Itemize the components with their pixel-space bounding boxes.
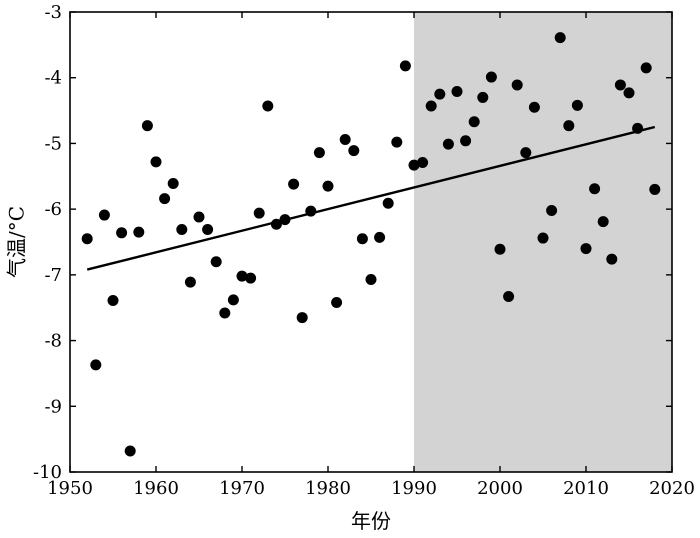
data-point: [408, 159, 420, 171]
x-tick-label: 1960: [133, 478, 179, 499]
data-point: [494, 243, 506, 255]
data-point: [141, 120, 153, 132]
x-axis-label: 年份: [351, 509, 391, 533]
data-point: [81, 233, 93, 245]
data-points: [81, 32, 661, 457]
x-tick-label: 2010: [563, 478, 609, 499]
y-tick-label: -9: [44, 396, 62, 417]
data-point: [262, 100, 274, 112]
data-point: [167, 178, 179, 190]
data-point: [116, 227, 128, 239]
data-point: [417, 156, 429, 168]
y-axis-ticks: -10 -9 -8 -7 -6 -5 -4 -3: [33, 2, 672, 483]
data-point: [468, 116, 480, 128]
data-point: [623, 87, 635, 99]
y-tick-label: -3: [44, 2, 62, 23]
x-tick-label: 1950: [47, 478, 93, 499]
x-tick-label: 2020: [649, 478, 695, 499]
data-point: [176, 224, 188, 236]
data-point: [253, 207, 265, 219]
data-point: [597, 216, 609, 228]
data-point: [528, 101, 540, 113]
data-point: [649, 183, 661, 195]
y-tick-label: -8: [44, 331, 62, 352]
y-tick-label: -7: [44, 265, 62, 286]
data-point: [365, 273, 377, 285]
y-tick-label: -4: [44, 68, 62, 89]
x-tick-label: 1990: [391, 478, 437, 499]
y-tick-label: -10: [33, 462, 62, 483]
y-tick-label: -5: [44, 133, 62, 154]
y-axis-label: 气温/°C: [5, 206, 29, 278]
x-axis-ticks: 1950 1960 1970 1980 1990 2000 2010 2020: [47, 12, 695, 499]
data-point: [374, 231, 386, 243]
data-point: [202, 224, 214, 236]
data-point: [434, 88, 446, 100]
data-point: [554, 32, 566, 44]
data-point: [219, 307, 231, 319]
data-point: [159, 193, 171, 205]
data-point: [193, 211, 205, 223]
data-point: [348, 145, 360, 157]
data-point: [571, 99, 583, 111]
plot-frame: [69, 11, 673, 473]
data-point: [614, 79, 626, 91]
data-point: [563, 120, 575, 132]
data-point: [296, 312, 308, 324]
data-point: [124, 445, 136, 457]
data-point: [391, 136, 403, 148]
data-point: [546, 204, 558, 216]
x-tick-label: 2000: [477, 478, 523, 499]
data-point: [399, 60, 411, 72]
data-point: [589, 183, 601, 195]
data-point: [451, 86, 463, 98]
data-point: [460, 135, 472, 147]
data-point: [210, 256, 222, 268]
data-point: [520, 147, 532, 159]
data-point: [150, 156, 162, 168]
trend-line: [86, 125, 656, 271]
data-point: [288, 178, 300, 190]
data-point: [356, 233, 368, 245]
data-point: [442, 138, 454, 150]
data-point: [322, 180, 334, 192]
data-point: [339, 133, 351, 145]
data-point: [503, 291, 515, 303]
data-point: [184, 276, 196, 288]
data-point: [245, 272, 257, 284]
data-point: [382, 197, 394, 209]
data-point: [98, 209, 110, 221]
data-point: [537, 232, 549, 244]
data-point: [107, 294, 119, 306]
data-point: [90, 359, 102, 371]
data-point: [227, 294, 239, 306]
data-point: [580, 243, 592, 255]
data-point: [331, 296, 343, 308]
x-tick-label: 1980: [305, 478, 351, 499]
data-point: [313, 147, 325, 159]
data-point: [133, 226, 145, 238]
data-point: [606, 253, 618, 265]
x-tick-label: 1970: [219, 478, 265, 499]
data-point: [425, 100, 437, 112]
data-point: [511, 79, 523, 91]
y-tick-label: -6: [44, 199, 62, 220]
data-point: [485, 71, 497, 83]
data-point: [640, 62, 652, 74]
data-point: [477, 91, 489, 103]
data-point: [236, 270, 248, 282]
